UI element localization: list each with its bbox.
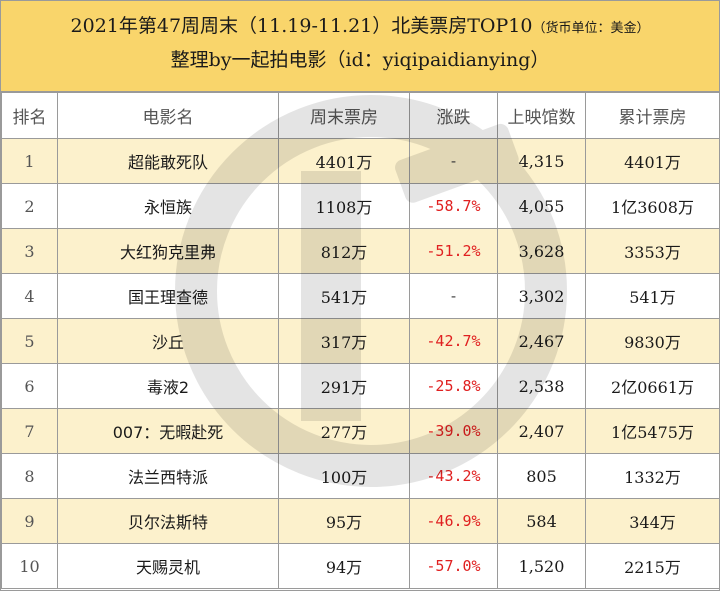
theater-count-cell: 584	[497, 498, 586, 544]
table-row: 5 沙丘 317万 -42.7% 2,467 9830万	[1, 318, 720, 364]
change-cell: -	[409, 138, 498, 184]
change-cell: -46.9%	[409, 498, 498, 544]
weekend-gross-cell: 94万	[278, 543, 410, 589]
movie-title-cell: 贝尔法斯特	[57, 498, 279, 544]
page-title: 2021年第47周周末（11.19-11.21）北美票房TOP10	[70, 15, 533, 37]
total-gross-cell: 2215万	[585, 543, 720, 589]
movie-title-cell: 国王理查德	[57, 273, 279, 319]
table-body: 1 超能敢死队 4401万 -4,315 4401万 2 永恒族 1108万 -58.7% 4,0…	[1, 138, 720, 589]
rank-cell: 3	[1, 228, 58, 274]
total-gross-cell: 3353万	[585, 228, 720, 274]
theater-count-cell: 2,407	[497, 408, 586, 454]
total-gross-cell: 9830万	[585, 318, 720, 364]
column-header-theaters: 上映馆数	[497, 92, 586, 139]
column-header-total-gross: 累计票房	[585, 92, 720, 139]
total-gross-cell: 344万	[585, 498, 720, 544]
weekend-gross-cell: 4401万	[278, 138, 410, 184]
weekend-gross-cell: 95万	[278, 498, 410, 544]
theater-count-cell: 1,520	[497, 543, 586, 589]
box-office-table: 排名 电影名 周末票房 涨跌 上映馆数 累计票房 1 超能敢死队 4401万 -4,3…	[1, 92, 720, 589]
movie-title-cell: 沙丘	[57, 318, 279, 364]
weekend-gross-cell: 317万	[278, 318, 410, 364]
change-cell: -43.2%	[409, 453, 498, 499]
theater-count-cell: 805	[497, 453, 586, 499]
change-cell: -58.7%	[409, 183, 498, 229]
change-cell: -	[409, 273, 498, 319]
total-gross-cell: 1亿5475万	[585, 408, 720, 454]
total-gross-cell: 1亿3608万	[585, 183, 720, 229]
weekend-gross-cell: 1108万	[278, 183, 410, 229]
movie-title-cell: 永恒族	[57, 183, 279, 229]
title-banner: 2021年第47周周末（11.19-11.21）北美票房TOP10（货币单位：美…	[1, 1, 719, 92]
table-row: 7 007：无暇赴死 277万 -39.0% 2,407 1亿5475万	[1, 408, 720, 454]
column-header-weekend-gross: 周末票房	[278, 92, 410, 139]
movie-title-cell: 毒液2	[57, 363, 279, 409]
table-row: 9 贝尔法斯特 95万 -46.9% 584 344万	[1, 498, 720, 544]
rank-cell: 1	[1, 138, 58, 184]
table-row: 6 毒液2 291万 -25.8% 2,538 2亿0661万	[1, 363, 720, 409]
total-gross-cell: 1332万	[585, 453, 720, 499]
total-gross-cell: 4401万	[585, 138, 720, 184]
table-row: 3 大红狗克里弗 812万 -51.2% 3,628 3353万	[1, 228, 720, 274]
rank-cell: 5	[1, 318, 58, 364]
rank-cell: 10	[1, 543, 58, 589]
rank-cell: 4	[1, 273, 58, 319]
theater-count-cell: 4,055	[497, 183, 586, 229]
theater-count-cell: 3,628	[497, 228, 586, 274]
theater-count-cell: 2,538	[497, 363, 586, 409]
column-header-rank: 排名	[1, 92, 58, 139]
subtitle: 整理by一起拍电影（id：yiqipaidianying）	[170, 49, 550, 71]
weekend-gross-cell: 541万	[278, 273, 410, 319]
rank-cell: 6	[1, 363, 58, 409]
rank-cell: 8	[1, 453, 58, 499]
rank-cell: 2	[1, 183, 58, 229]
total-gross-cell: 2亿0661万	[585, 363, 720, 409]
change-cell: -25.8%	[409, 363, 498, 409]
movie-title-cell: 法兰西特派	[57, 453, 279, 499]
table-row: 10 天赐灵机 94万 -57.0% 1,520 2215万	[1, 543, 720, 589]
change-cell: -57.0%	[409, 543, 498, 589]
table-row: 2 永恒族 1108万 -58.7% 4,055 1亿3608万	[1, 183, 720, 229]
theater-count-cell: 4,315	[497, 138, 586, 184]
title-line: 2021年第47周周末（11.19-11.21）北美票房TOP10（货币单位：美…	[1, 11, 719, 44]
table-row: 4 国王理查德 541万 -3,302 541万	[1, 273, 720, 319]
table-row: 1 超能敢死队 4401万 -4,315 4401万	[1, 138, 720, 184]
weekend-gross-cell: 100万	[278, 453, 410, 499]
rank-cell: 7	[1, 408, 58, 454]
table-header-row: 排名 电影名 周末票房 涨跌 上映馆数 累计票房	[1, 92, 720, 139]
change-cell: -51.2%	[409, 228, 498, 274]
change-cell: -42.7%	[409, 318, 498, 364]
total-gross-cell: 541万	[585, 273, 720, 319]
weekend-gross-cell: 812万	[278, 228, 410, 274]
column-header-movie: 电影名	[57, 92, 279, 139]
table-row: 8 法兰西特派 100万 -43.2% 805 1332万	[1, 453, 720, 499]
theater-count-cell: 3,302	[497, 273, 586, 319]
rank-cell: 9	[1, 498, 58, 544]
column-header-change: 涨跌	[409, 92, 498, 139]
theater-count-cell: 2,467	[497, 318, 586, 364]
movie-title-cell: 超能敢死队	[57, 138, 279, 184]
movie-title-cell: 天赐灵机	[57, 543, 279, 589]
movie-title-cell: 007：无暇赴死	[57, 408, 279, 454]
currency-unit-note: （货币单位：美金）	[532, 21, 650, 36]
movie-title-cell: 大红狗克里弗	[57, 228, 279, 274]
change-cell: -39.0%	[409, 408, 498, 454]
weekend-gross-cell: 277万	[278, 408, 410, 454]
weekend-gross-cell: 291万	[278, 363, 410, 409]
